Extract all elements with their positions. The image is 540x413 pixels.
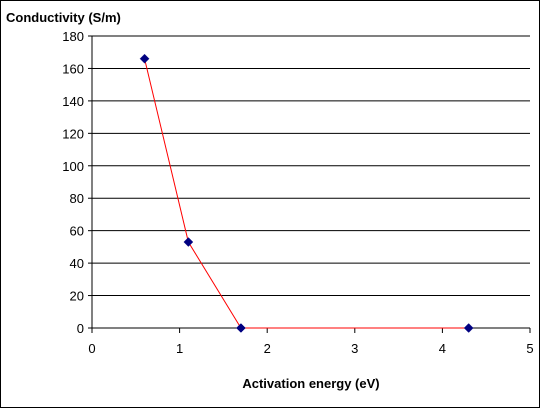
y-tick-label: 60 — [70, 224, 84, 239]
x-tick-label: 5 — [526, 341, 533, 356]
y-tick-label: 100 — [62, 159, 84, 174]
y-tick-label: 180 — [62, 29, 84, 44]
y-tick-label: 0 — [77, 321, 84, 336]
y-axis-title: Conductivity (S/m) — [6, 10, 121, 25]
x-axis-title: Activation energy (eV) — [242, 376, 379, 391]
x-tick-label: 3 — [351, 341, 358, 356]
gridlines — [92, 35, 530, 297]
data-point-marker — [463, 323, 474, 333]
data-point-marker — [236, 323, 246, 333]
y-tick-labels: 0 20 40 60 80 100 120 140 160 180 — [62, 29, 84, 336]
y-tick-label: 120 — [62, 126, 84, 141]
y-tick-label: 80 — [70, 191, 84, 206]
y-tick-label: 140 — [62, 94, 84, 109]
x-tick-label: 2 — [264, 341, 271, 356]
y-tick-label: 40 — [70, 256, 84, 271]
data-point-marker — [139, 53, 150, 64]
x-tick-label: 1 — [176, 341, 183, 356]
series — [139, 53, 474, 333]
series-line — [144, 58, 469, 329]
x-tick-label: 4 — [439, 341, 446, 356]
y-tick-label: 20 — [70, 289, 84, 304]
x-tick-label: 0 — [88, 341, 95, 356]
data-point-marker — [183, 237, 194, 247]
x-tick-labels: 0 1 2 3 4 5 — [88, 341, 533, 356]
y-tick-label: 160 — [62, 61, 84, 76]
